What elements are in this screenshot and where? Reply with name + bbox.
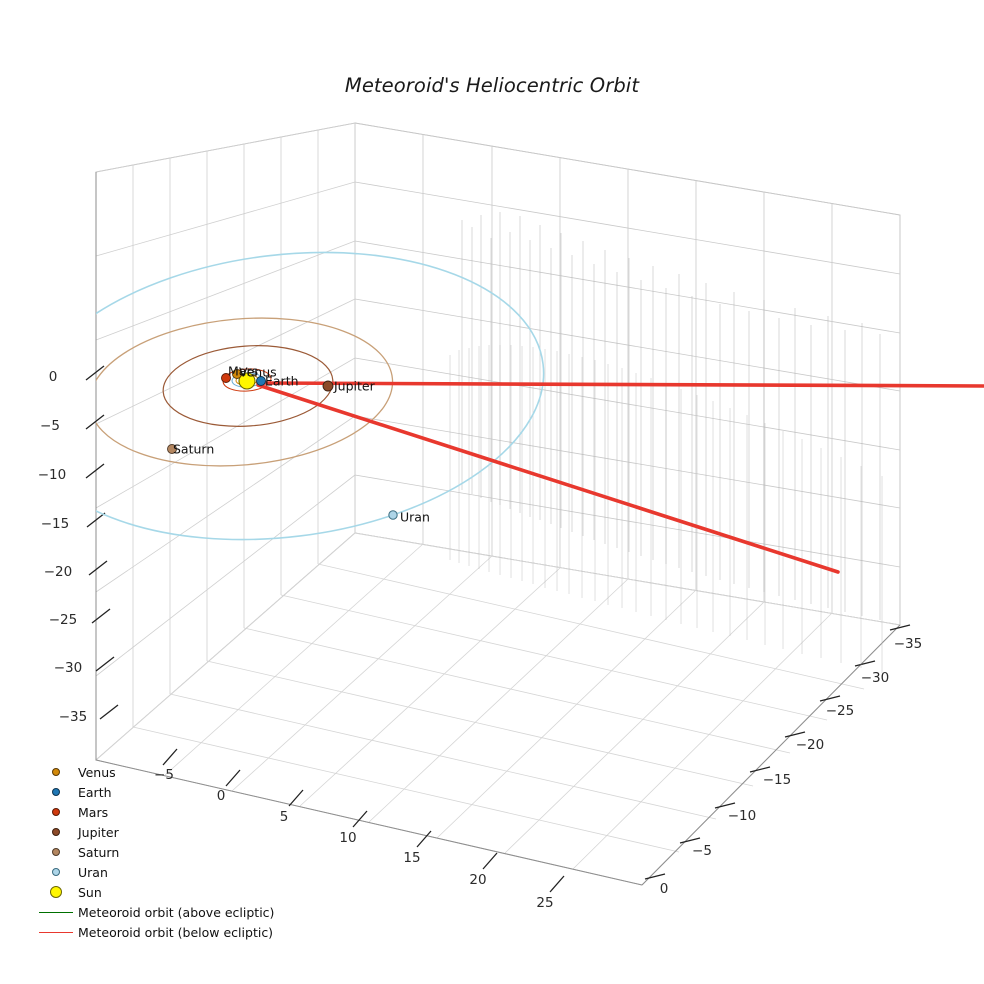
legend-line-below-ecliptic-icon <box>36 931 76 933</box>
label-mars: Mars <box>228 363 259 379</box>
x-tick-label: 25 <box>536 895 554 911</box>
z-tick-label: −35 <box>58 709 88 725</box>
meteoroid-orbit-below-ecliptic <box>256 381 984 574</box>
x-axis-spine <box>95 759 643 886</box>
legend-label-jupiter: Jupiter <box>78 824 119 840</box>
legend-marker-saturn-icon <box>36 848 76 856</box>
orbit-jupiter <box>162 345 334 427</box>
legend-item-sun[interactable]: Sun <box>36 882 296 902</box>
y-tick-label: −10 <box>727 808 757 824</box>
legend-item-uran[interactable]: Uran <box>36 862 296 882</box>
marker-mars <box>221 373 231 383</box>
legend-marker-mars-icon <box>36 808 76 816</box>
meteoroid-segment-upper <box>256 381 984 388</box>
z-tick-label: 0 <box>48 369 58 385</box>
y-tick-label: −35 <box>893 636 923 652</box>
orbit-uran <box>96 251 545 541</box>
legend-label-uran: Uran <box>78 864 108 880</box>
legend-label-venus: Venus <box>78 764 116 780</box>
legend: Venus Earth Mars Jupiter Saturn <box>36 762 296 942</box>
y-tick-label: −25 <box>825 703 855 719</box>
label-saturn: Saturn <box>173 441 215 457</box>
legend-item-mars[interactable]: Mars <box>36 802 296 822</box>
z-axis-ticks <box>85 365 119 720</box>
legend-item-meteoroid-above[interactable]: Meteoroid orbit (above ecliptic) <box>36 902 296 922</box>
legend-label-saturn: Saturn <box>78 844 120 860</box>
marker-saturn <box>167 444 177 454</box>
legend-item-jupiter[interactable]: Jupiter <box>36 822 296 842</box>
label-uran: Uran <box>400 509 430 525</box>
label-earth: Earth <box>265 373 299 389</box>
legend-marker-earth-icon <box>36 788 76 796</box>
legend-marker-venus-icon <box>36 768 76 776</box>
marker-earth <box>256 376 266 386</box>
x-tick-label: 5 <box>279 809 289 825</box>
marker-venus <box>232 369 242 379</box>
y-tick-label: 0 <box>659 881 669 897</box>
legend-line-above-ecliptic-icon <box>36 911 76 913</box>
y-tick-label: −30 <box>860 670 890 686</box>
orbit-stem-lines-lower <box>449 345 883 673</box>
x-axis-ticks <box>162 748 565 893</box>
orbit-saturn <box>96 317 394 467</box>
body-markers <box>167 369 398 520</box>
x-tick-label: 0 <box>216 788 226 804</box>
z-tick-label: −5 <box>40 418 60 434</box>
legend-label-sun: Sun <box>78 884 102 900</box>
legend-label-mars: Mars <box>78 804 109 820</box>
legend-label-earth: Earth <box>78 784 112 800</box>
legend-marker-uran-icon <box>36 868 76 876</box>
legend-label-meteoroid-above: Meteoroid orbit (above ecliptic) <box>78 904 275 920</box>
z-tick-label: −30 <box>53 660 83 676</box>
legend-label-meteoroid-below: Meteoroid orbit (below ecliptic) <box>78 924 274 940</box>
legend-item-venus[interactable]: Venus <box>36 762 296 782</box>
x-tick-label: 10 <box>339 830 357 846</box>
marker-jupiter <box>322 380 334 392</box>
legend-item-earth[interactable]: Earth <box>36 782 296 802</box>
marker-sun <box>238 372 256 390</box>
page-title: Meteoroid's Heliocentric Orbit <box>344 74 640 97</box>
x-tick-label: 15 <box>403 850 421 866</box>
legend-marker-jupiter-icon <box>36 828 76 836</box>
z-tick-label: −10 <box>37 467 67 483</box>
y-tick-label: −5 <box>692 843 712 859</box>
planet-orbits <box>96 251 545 541</box>
y-axis-ticks <box>644 624 911 880</box>
marker-uran <box>388 510 398 520</box>
x-tick-label: 20 <box>469 872 487 888</box>
legend-marker-sun-icon <box>36 886 76 898</box>
legend-item-saturn[interactable]: Saturn <box>36 842 296 862</box>
y-tick-label: −15 <box>762 772 792 788</box>
label-jupiter: Jupiter <box>334 378 375 394</box>
z-tick-label: −20 <box>43 564 73 580</box>
meteoroid-segment-lower <box>256 383 840 574</box>
y-tick-label: −20 <box>795 737 825 753</box>
x-tick-label: −5 <box>154 767 174 783</box>
z-tick-label: −15 <box>40 516 70 532</box>
legend-item-meteoroid-below[interactable]: Meteoroid orbit (below ecliptic) <box>36 922 296 942</box>
z-tick-label: −25 <box>48 612 78 628</box>
label-venus: Venus <box>239 364 277 380</box>
